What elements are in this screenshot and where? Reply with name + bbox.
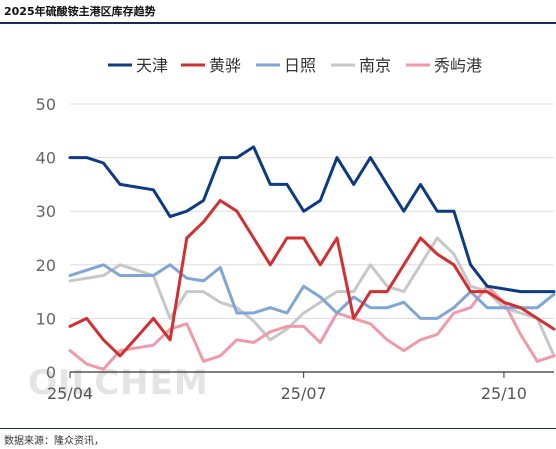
y-tick-label: 40 xyxy=(36,149,56,168)
series-line-1 xyxy=(68,145,556,294)
title-divider xyxy=(0,22,556,24)
x-tick-label: 25/04 xyxy=(47,384,93,403)
y-tick-label: 10 xyxy=(36,309,56,328)
data-source-note: 数据来源：隆众资讯， xyxy=(4,436,104,447)
line-chart: OILCHEM 0 10 20 30 40 50 25/04 25/07 25/10 天津 黄骅 日… xyxy=(28,56,556,403)
series-line-5 xyxy=(68,284,556,371)
y-tick-label: 30 xyxy=(36,202,56,221)
series-line-2 xyxy=(68,199,556,358)
watermark-text: OILCHEM xyxy=(28,363,209,403)
legend-label: 日照 xyxy=(284,56,316,75)
y-tick-label: 0 xyxy=(46,363,56,382)
x-tick-label: 25/07 xyxy=(281,384,327,403)
y-tick-label: 50 xyxy=(36,95,56,114)
chart-title: 2025年硫酸铵主港区库存趋势 xyxy=(4,5,156,18)
series-line-4 xyxy=(68,236,556,358)
legend-label: 南京 xyxy=(359,56,391,75)
y-tick-label: 20 xyxy=(36,256,56,275)
footer-divider xyxy=(0,428,556,429)
legend-label: 黄骅 xyxy=(209,56,241,75)
x-tick-label: 25/10 xyxy=(481,384,527,403)
legend-label: 秀屿港 xyxy=(434,56,482,75)
legend-label: 天津 xyxy=(136,56,168,75)
series-line-3 xyxy=(68,263,556,320)
